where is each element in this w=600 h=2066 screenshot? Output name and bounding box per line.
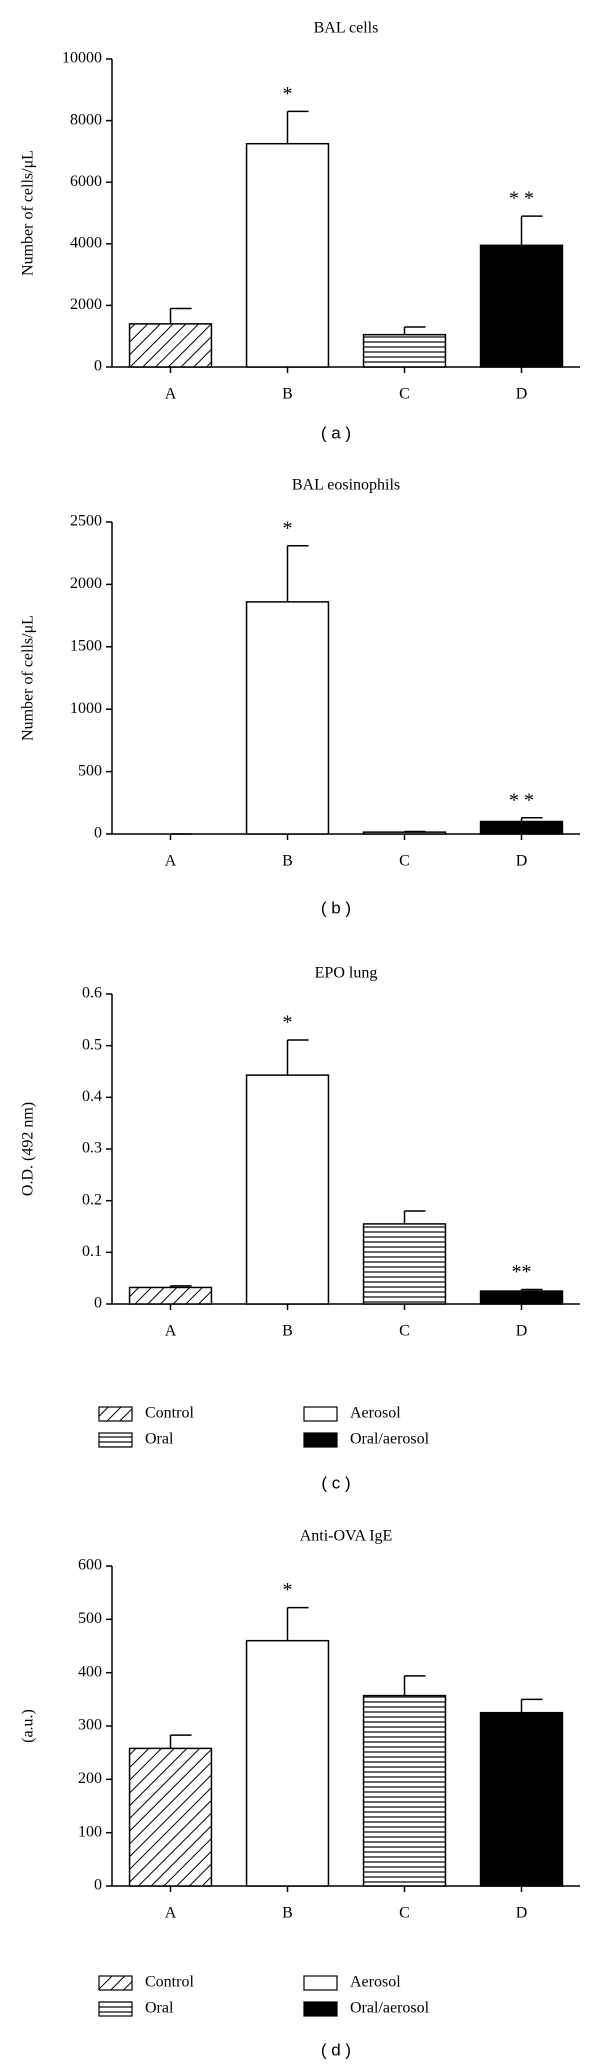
x-tick-label: C	[399, 1905, 410, 1922]
panel-label: ( b )	[321, 898, 351, 917]
panel-label: ( c )	[321, 1473, 350, 1492]
bar	[245, 142, 330, 368]
panel-label: ( d )	[321, 2040, 351, 2059]
bar	[245, 601, 330, 835]
y-tick-label: 1500	[70, 637, 102, 654]
y-tick-label: 0	[94, 1295, 102, 1312]
x-tick-label: D	[516, 1905, 528, 1922]
chart-title: Anti-OVA IgE	[300, 1528, 393, 1545]
y-tick-label: 1000	[70, 700, 102, 717]
y-tick-label: 0.4	[82, 1088, 102, 1105]
y-tick-label: 2500	[70, 513, 102, 530]
significance-mark: *	[283, 517, 293, 539]
chart-title: BAL eosinophils	[292, 477, 400, 494]
y-tick-label: 100	[78, 1823, 102, 1840]
y-tick-label: 200	[78, 1770, 102, 1787]
y-tick-label: 600	[78, 1557, 102, 1574]
legend-swatch	[98, 2001, 133, 2017]
y-tick-label: 6000	[70, 173, 102, 190]
bar	[128, 1747, 213, 1887]
x-tick-label: A	[165, 1323, 177, 1340]
significance-mark: *	[283, 1012, 293, 1034]
x-tick-label: A	[165, 1905, 177, 1922]
y-tick-label: 500	[78, 1610, 102, 1627]
x-tick-label: A	[165, 386, 177, 403]
legend-label: Aerosol	[350, 1974, 401, 1991]
y-tick-label: 2000	[70, 575, 102, 592]
bar	[479, 820, 564, 835]
x-tick-label: C	[399, 386, 410, 403]
bar	[362, 1694, 447, 1887]
x-tick-label: B	[282, 853, 293, 870]
legend-label: Oral/aerosol	[350, 2000, 430, 2017]
y-tick-label: 0.1	[82, 1243, 102, 1260]
legend-label: Oral	[145, 2000, 174, 2017]
bar	[479, 1711, 564, 1887]
legend-label: Control	[145, 1974, 194, 1991]
bar	[362, 831, 447, 835]
y-tick-label: 0.3	[82, 1140, 102, 1157]
y-tick-label: 0.2	[82, 1191, 102, 1208]
y-tick-label: 4000	[70, 234, 102, 251]
y-tick-label: 0.6	[82, 985, 102, 1002]
y-tick-label: 400	[78, 1663, 102, 1680]
y-tick-label: 8000	[70, 111, 102, 128]
x-tick-label: D	[516, 1323, 528, 1340]
bar	[362, 333, 447, 368]
legend-label: Oral/aerosol	[350, 1431, 430, 1448]
y-axis-label: Number of cells/μL	[20, 615, 37, 741]
y-tick-label: 0	[94, 1877, 102, 1894]
significance-mark: * *	[509, 789, 534, 811]
y-tick-label: 2000	[70, 296, 102, 313]
bar	[128, 323, 213, 368]
bar	[479, 1290, 564, 1305]
x-tick-label: D	[516, 386, 528, 403]
x-tick-label: C	[399, 1323, 410, 1340]
legend-swatch	[303, 1406, 338, 1422]
legend-swatch	[303, 2001, 338, 2017]
legend-label: Oral	[145, 1431, 174, 1448]
legend-label: Aerosol	[350, 1405, 401, 1422]
y-axis-label: O.D. (492 nm)	[20, 1102, 37, 1196]
legend-swatch	[303, 1975, 338, 1991]
y-tick-label: 10000	[62, 50, 102, 67]
legend-swatch	[98, 1432, 133, 1448]
y-tick-label: 300	[78, 1717, 102, 1734]
significance-mark: * *	[509, 188, 534, 210]
x-tick-label: C	[399, 853, 410, 870]
x-tick-label: B	[282, 1905, 293, 1922]
x-tick-label: B	[282, 1323, 293, 1340]
legend-swatch	[98, 1406, 133, 1422]
y-tick-label: 0	[94, 825, 102, 842]
significance-mark: *	[283, 1579, 293, 1601]
y-tick-label: 0.5	[82, 1036, 102, 1053]
chart-title: BAL cells	[314, 20, 379, 37]
x-tick-label: B	[282, 386, 293, 403]
x-tick-label: D	[516, 853, 528, 870]
legend-swatch	[303, 1432, 338, 1448]
bar	[479, 244, 564, 368]
y-tick-label: 0	[94, 358, 102, 375]
bar	[128, 1286, 213, 1305]
x-tick-label: A	[165, 853, 177, 870]
y-tick-label: 500	[78, 762, 102, 779]
bar	[245, 1074, 330, 1305]
bar	[362, 1223, 447, 1305]
significance-mark: **	[512, 1261, 532, 1283]
bar	[245, 1639, 330, 1887]
y-axis-label: (a.u.)	[20, 1709, 37, 1743]
legend-label: Control	[145, 1405, 194, 1422]
chart-title: EPO lung	[315, 965, 378, 982]
y-axis-label: Number of cells/μL	[20, 150, 37, 276]
significance-mark: *	[283, 83, 293, 105]
legend-swatch	[98, 1975, 133, 1991]
panel-label: ( a )	[321, 423, 351, 442]
